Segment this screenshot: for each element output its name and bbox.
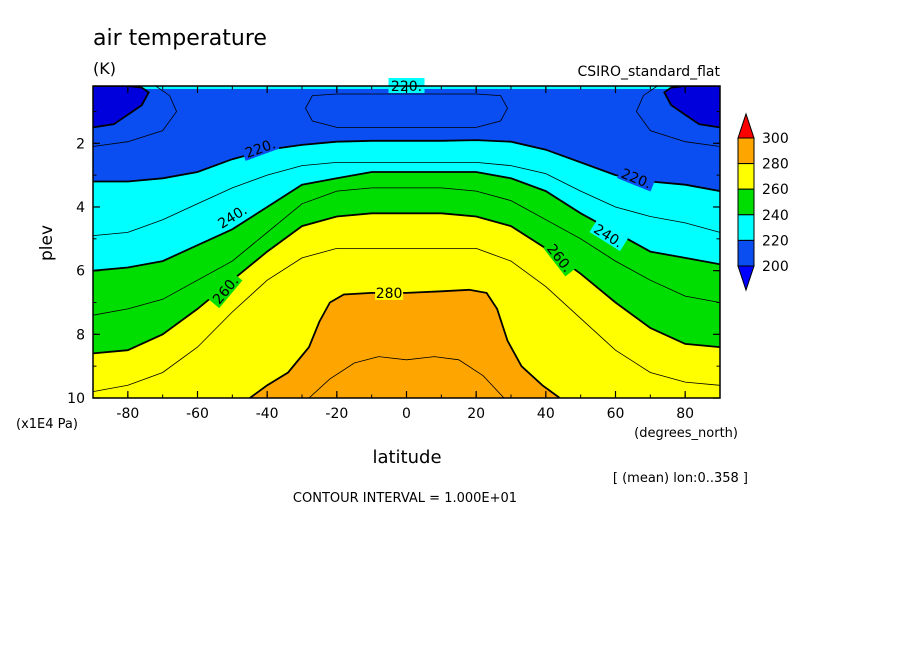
colorbar-swatch [737, 239, 755, 267]
band-below-200-north [664, 86, 720, 128]
band-below-200-south [93, 86, 149, 128]
colorbar-swatch [737, 137, 755, 165]
x-tick-label: 60 [607, 406, 625, 422]
y-axis-label: plev [37, 225, 57, 261]
band-280-300 [249, 289, 560, 398]
colorbar-label: 260 [762, 182, 789, 198]
mean-note: [ (mean) lon:0..358 ] [613, 471, 748, 486]
isoline-210 [305, 93, 508, 128]
isoline-260 [93, 212, 720, 355]
x-tick-label: -60 [186, 406, 209, 422]
y-tick-label: 4 [76, 200, 85, 216]
isoline-280 [249, 288, 561, 398]
x-tick-label: -80 [116, 406, 139, 422]
isoline-200 [93, 86, 150, 129]
colorbar-swatch [737, 163, 755, 190]
x-tick-label: 80 [676, 406, 694, 422]
x-axis-units: (degrees_north) [634, 426, 738, 441]
contour-interval-text: CONTOUR INTERVAL = 1.000E+01 [293, 491, 517, 506]
chart-units: (K) [93, 59, 116, 78]
isoline-270 [93, 248, 720, 392]
colorbar-swatch [737, 214, 755, 241]
colorbar-swatch [737, 188, 755, 216]
colorbar-label: 240 [762, 208, 789, 224]
isoline-290 [308, 356, 505, 398]
colorbar-label: 280 [762, 157, 789, 173]
isoline-230 [93, 162, 720, 236]
isoline-220 [93, 139, 720, 192]
colorbar-under [737, 265, 755, 292]
x-tick-label: -40 [256, 406, 279, 422]
x-tick-label: 0 [402, 406, 411, 422]
y-tick-label: 2 [76, 136, 85, 152]
y-tick-label: 8 [76, 327, 85, 343]
y-tick-label: 6 [76, 264, 85, 280]
colorbar-over [737, 112, 755, 139]
contour-line-layer [93, 86, 720, 398]
chart-title: air temperature [93, 26, 267, 51]
x-tick-label: -20 [325, 406, 348, 422]
isoline-210 [635, 86, 720, 147]
x-axis: -80 -60 -40 -20 0 20 40 60 80 [92, 86, 721, 422]
x-axis-label: latitude [372, 447, 441, 468]
isoline-200 [663, 86, 720, 129]
x-tick-label: 40 [537, 406, 555, 422]
y-axis-units: (x1E4 Pa) [16, 417, 78, 432]
dataset-label: CSIRO_standard_flat [577, 64, 720, 80]
y-axis: 2 4 6 8 10 [67, 110, 720, 407]
isoline-210 [93, 86, 178, 147]
colorbar-label: 300 [762, 131, 789, 147]
contour-fill-layer [93, 86, 720, 398]
contour-label: 280 [376, 286, 403, 302]
y-tick-label: 10 [67, 391, 85, 407]
colorbar: 300 280 260 240 220 200 [737, 112, 789, 292]
colorbar-label: 200 [762, 259, 789, 275]
x-tick-label: 20 [467, 406, 485, 422]
isoline-250 [93, 187, 720, 316]
colorbar-label: 220 [762, 233, 789, 249]
